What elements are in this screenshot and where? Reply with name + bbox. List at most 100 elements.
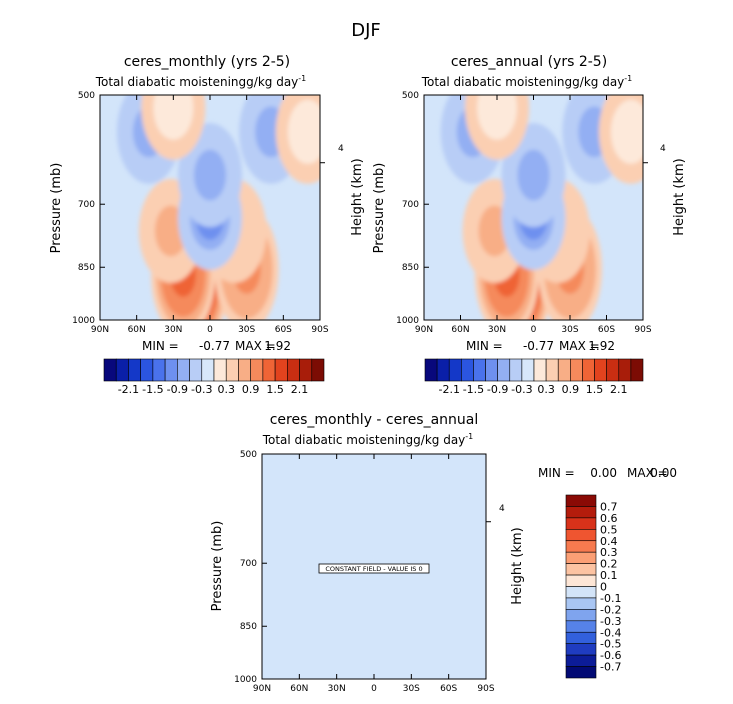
- y-tick-label: 1000: [234, 675, 257, 685]
- contour-blob: [517, 149, 550, 201]
- x-tick-label: 90N: [91, 325, 109, 335]
- y-tick-label: 850: [240, 622, 257, 632]
- colorbar-swatch: [189, 358, 203, 382]
- y-axis-label: Pressure (mb): [210, 521, 225, 612]
- y-tick-label: 1000: [72, 316, 95, 326]
- colorbar-swatch: [177, 358, 190, 382]
- field: [424, 95, 643, 320]
- colorbar-swatch: [274, 358, 288, 382]
- colorbar-label: -0.4: [600, 626, 621, 639]
- panel-title: ceres_monthly - ceres_annual: [270, 412, 479, 428]
- colorbar-label: 1.5: [266, 383, 284, 396]
- colorbar-ceres-annual: -2.1 -1.5 -0.9 -0.3 0.3 0.9 1.5 2.1: [424, 358, 644, 396]
- x-tick-label: 30S: [403, 684, 420, 694]
- colorbar-swatch: [311, 358, 325, 382]
- colorbar-swatch: [565, 643, 597, 656]
- min-value: -0.77: [523, 339, 554, 353]
- stats-line: MIN = 0.00 MAX = 0.00: [538, 466, 677, 480]
- colorbar-label: 0.3: [217, 383, 235, 396]
- x-tick-label: 60S: [440, 684, 457, 694]
- min-label: MIN =: [466, 339, 503, 353]
- colorbar-label: 0.4: [600, 535, 618, 548]
- x-tick-label: 30S: [561, 325, 578, 335]
- colorbar-label: 1.5: [586, 383, 604, 396]
- panel-subtitle: Total diabatic moisteningg/kg day-1: [95, 74, 307, 89]
- colorbar-swatch: [565, 666, 597, 679]
- colorbar-label: -0.5: [600, 638, 621, 651]
- right-axis-tick-label: 4: [499, 504, 505, 514]
- colorbar-swatch: [618, 358, 632, 382]
- colorbar-label: 0.5: [600, 523, 618, 536]
- colorbar-swatch: [533, 358, 547, 382]
- colorbar-label: 0.6: [600, 512, 618, 525]
- colorbar-swatch: [565, 529, 597, 542]
- colorbar-swatch: [225, 358, 239, 382]
- x-tick-label: 90S: [311, 325, 328, 335]
- colorbar-swatch: [497, 358, 511, 382]
- right-axis-tick-label: 4: [338, 144, 344, 154]
- colorbar-swatch: [152, 358, 166, 382]
- colorbar-swatch: [299, 358, 313, 382]
- stats-line: MIN = -0.77 MAX = 1.92: [142, 339, 291, 353]
- colorbar-label: 0.3: [537, 383, 555, 396]
- colorbar-label: -0.7: [600, 661, 621, 674]
- x-tick-label: 90S: [634, 325, 651, 335]
- colorbar-label: -0.2: [600, 603, 621, 616]
- contour-blob: [287, 99, 320, 164]
- colorbar-label: -2.1: [438, 383, 459, 396]
- y-tick-label: 850: [78, 263, 95, 273]
- x-tick-label: 60N: [128, 325, 146, 335]
- constant-field-label: CONSTANT FIELD - VALUE IS 0: [325, 565, 422, 573]
- colorbar-swatch: [565, 540, 597, 553]
- colorbar-label: -0.3: [511, 383, 532, 396]
- constant-field-note: CONSTANT FIELD - VALUE IS 0: [318, 563, 430, 574]
- y-axis-label-right: Height (km): [510, 527, 525, 604]
- colorbar-label: -0.6: [600, 649, 621, 662]
- colorbar-label: 0.7: [600, 500, 618, 513]
- heatmap-ceres-annual: 90N 60N 30N 0 30S 60S 90S 500 700 850 1000: [396, 91, 652, 335]
- colorbar-swatch: [213, 358, 227, 382]
- colorbar-label: -0.9: [487, 383, 508, 396]
- x-tick-label: 60S: [275, 325, 292, 335]
- colorbar-swatch: [164, 358, 178, 382]
- colorbar-label: -2.1: [118, 383, 139, 396]
- max-label: MAX =: [235, 339, 276, 353]
- min-value: 0.00: [590, 466, 617, 480]
- colorbar-label: -1.5: [463, 383, 484, 396]
- x-tick-label: 0: [207, 325, 213, 335]
- contour-blob: [194, 149, 226, 201]
- colorbar-swatch: [115, 358, 129, 382]
- colorbar-swatch: [565, 620, 597, 633]
- colorbar-swatch: [565, 506, 597, 519]
- colorbar-label: 0.3: [600, 546, 618, 559]
- colorbar-label: 0: [600, 581, 607, 594]
- y-axis-label-right: Height (km): [350, 158, 365, 235]
- panel-subtitle: Total diabatic moisteningg/kg day-1: [421, 74, 633, 89]
- colorbar-swatch: [565, 631, 597, 644]
- colorbar-label: 0.1: [600, 569, 618, 582]
- max-label: MAX =: [627, 466, 668, 480]
- y-tick-label: 500: [402, 91, 419, 101]
- y-tick-label: 700: [240, 559, 257, 569]
- stats-line: MIN = -0.77 MAX = 1.92: [466, 339, 615, 353]
- colorbar-label: -1.5: [142, 383, 163, 396]
- figure-title: DJF: [351, 20, 381, 41]
- colorbar-swatch: [565, 517, 597, 530]
- colorbar-swatch: [485, 358, 498, 382]
- colorbar-label: -0.1: [600, 592, 621, 605]
- y-tick-label: 850: [402, 263, 419, 273]
- min-label: MIN =: [538, 466, 575, 480]
- panel-title: ceres_monthly (yrs 2-5): [124, 54, 290, 70]
- y-axis-label: Pressure (mb): [372, 163, 387, 254]
- y-tick-label: 500: [78, 91, 95, 101]
- right-axis-tick-label: 4: [660, 144, 666, 154]
- colorbar-swatch: [448, 358, 462, 382]
- colorbar-swatch: [461, 358, 474, 382]
- colorbar-label: 0.2: [600, 558, 618, 571]
- colorbar-swatch: [565, 597, 597, 610]
- colorbar-swatch: [570, 358, 583, 382]
- colorbar-label: -0.3: [191, 383, 212, 396]
- colorbar-swatch: [250, 358, 264, 382]
- colorbar-label: 2.1: [291, 383, 309, 396]
